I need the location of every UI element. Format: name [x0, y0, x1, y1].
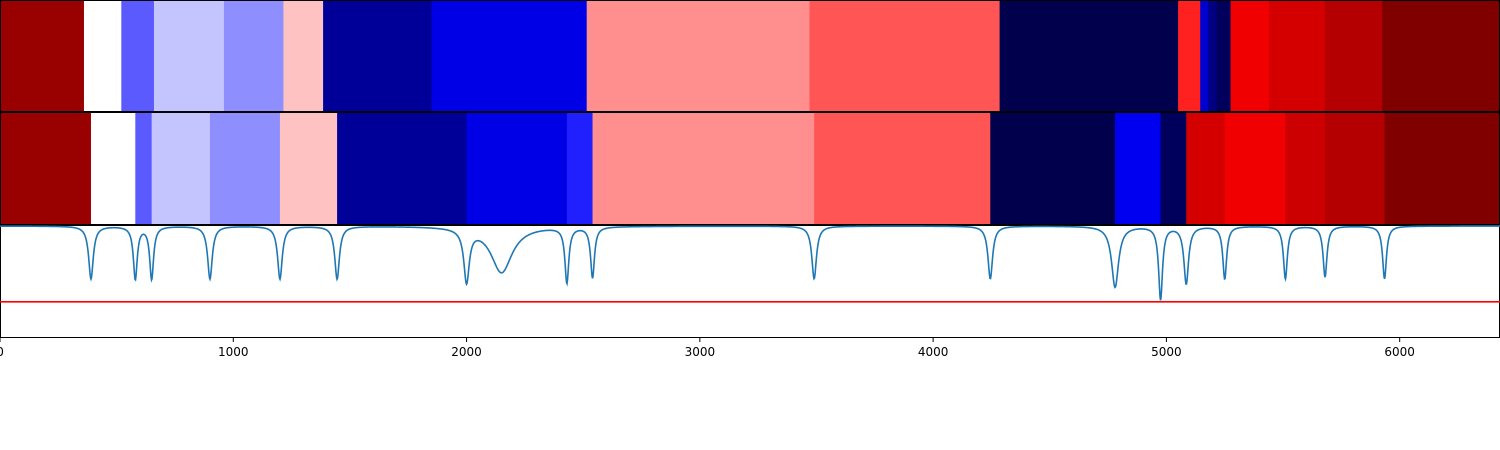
x-tick-label: 5000 [1151, 345, 1182, 359]
heatmap-segment [153, 1, 225, 111]
heatmap-segment [466, 113, 568, 224]
heatmap-segment [809, 1, 1001, 111]
heatmap-segment [999, 1, 1179, 111]
heatmap-segment [1285, 113, 1326, 224]
heatmap-segment [323, 1, 433, 111]
heatmap-segment [279, 113, 338, 224]
heatmap-segment [83, 1, 122, 111]
x-tick-label: 0 [0, 345, 4, 359]
signal-line [0, 225, 1500, 301]
heatmap-segment [586, 1, 810, 111]
heatmap-segment [1160, 113, 1187, 224]
heatmap-segment [0, 113, 92, 224]
heatmap-segment [283, 1, 324, 111]
heatmap-segment [209, 113, 281, 224]
heatmap-panel-middle [0, 113, 1500, 224]
x-tick-label: 3000 [685, 345, 716, 359]
heatmap-segment [1186, 113, 1226, 224]
heatmap-segment [1325, 113, 1386, 224]
heatmap-segment [990, 113, 1116, 224]
heatmap-segment [1382, 1, 1500, 111]
heatmap-segment [1178, 1, 1201, 111]
heatmap-segment [1224, 113, 1286, 224]
heatmap-segment [1325, 1, 1383, 111]
heatmap-segment [337, 113, 468, 224]
x-tick-label: 4000 [918, 345, 949, 359]
heatmap-segment [223, 1, 284, 111]
heatmap-segment [1384, 113, 1500, 224]
heatmap-segment [1115, 113, 1162, 224]
heatmap-segment [1230, 1, 1270, 111]
heatmap-segment [0, 1, 85, 111]
heatmap-segment [121, 1, 155, 111]
heatmap-segment [566, 113, 594, 224]
heatmap-segment [1269, 1, 1326, 111]
heatmap-panel-top [0, 1, 1500, 111]
heatmap-segment [90, 113, 136, 224]
heatmap-segment [1216, 1, 1232, 111]
heatmap-segment [431, 1, 588, 111]
heatmap-segment [1208, 1, 1218, 111]
heatmap-segment [814, 113, 991, 224]
heatmap-segment [1200, 1, 1209, 111]
x-axis: 0 1000 2000 3000 4000 5000 6000 [0, 338, 1415, 359]
x-tick-label: 2000 [451, 345, 482, 359]
heatmap-segment [592, 113, 815, 224]
x-tick-label: 1000 [218, 345, 249, 359]
heatmap-segment [135, 113, 153, 224]
x-tick-label: 6000 [1384, 345, 1415, 359]
heatmap-segment [151, 113, 211, 224]
